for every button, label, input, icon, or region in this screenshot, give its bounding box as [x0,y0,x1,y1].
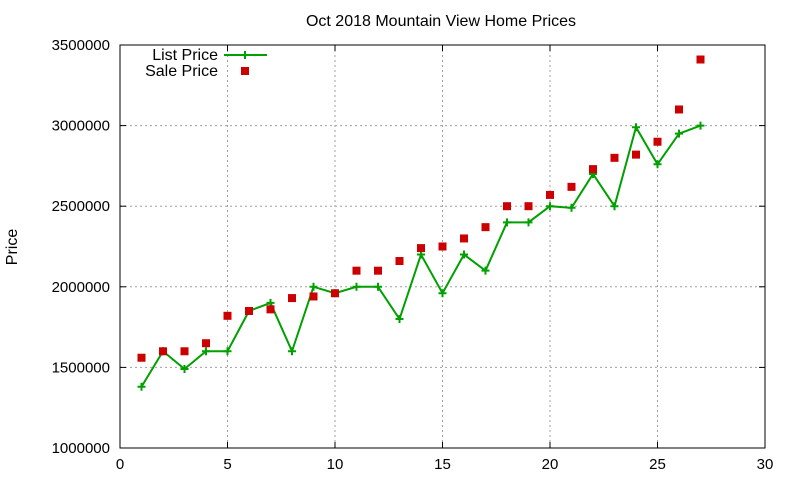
data-point [438,242,447,251]
data-point [610,202,619,211]
x-tick-label: 25 [649,456,666,473]
y-tick-label: 2500000 [52,198,110,215]
data-point [202,347,210,356]
data-point [481,223,490,232]
y-axis: 1000000 1500000 2000000 2500000 3000000 35000… [52,37,765,457]
x-tick-label: 20 [542,456,559,473]
data-point [417,244,425,253]
data-point [438,289,447,298]
series-layer [137,55,705,391]
y-tick-label: 2000000 [52,279,110,296]
data-point [610,153,619,162]
y-tick-label: 3000000 [52,118,110,135]
y-tick-label: 1500000 [52,359,110,376]
y-tick-label: 3500000 [52,37,110,54]
data-point [524,218,533,227]
series-2 [137,55,705,362]
data-point [245,306,253,315]
data-point [266,305,275,314]
y-axis-label: Price [4,229,21,266]
data-point [352,282,361,291]
legend-label: Sale Price [145,63,218,80]
data-point [331,289,339,298]
data-point [546,190,554,199]
data-point [567,203,576,212]
data-point [481,266,490,275]
x-tick-label: 30 [757,456,774,473]
legend-marker [241,51,249,59]
data-point [696,121,705,130]
legend-label: List Price [152,47,218,64]
data-point [288,347,296,356]
data-point [374,282,382,291]
data-point [589,165,597,174]
data-point [460,250,468,259]
x-tick-label: 0 [116,456,124,473]
data-point [352,266,361,275]
data-point [288,294,296,303]
x-tick-label: 10 [327,456,344,473]
data-point [632,150,640,159]
data-point [632,123,640,132]
data-point [503,202,511,211]
data-point [180,347,189,356]
data-point [395,315,404,324]
data-point [653,137,662,146]
y-tick-label: 1000000 [52,440,110,457]
legend-marker [241,67,249,75]
data-point [223,311,232,320]
chart-title: Oct 2018 Mountain View Home Prices [306,13,576,30]
data-point [159,347,167,356]
data-point [524,202,533,211]
data-point [202,339,210,348]
data-point [223,347,232,356]
data-point [180,365,189,374]
x-tick-label: 15 [434,456,451,473]
data-point [374,266,382,275]
data-point [546,202,554,211]
x-tick-label: 5 [223,456,231,473]
data-point [137,353,146,362]
data-point [503,218,511,227]
data-point [309,292,318,301]
data-point [567,182,576,191]
data-point [675,129,683,138]
data-point [653,160,662,169]
series-1 [137,121,705,391]
data-point [696,55,705,64]
data-point [460,234,468,243]
data-point [137,382,146,391]
data-point [675,105,683,114]
data-point [395,257,404,266]
data-point [309,282,318,291]
x-axis: 0 5 10 15 20 25 30 [116,45,774,473]
